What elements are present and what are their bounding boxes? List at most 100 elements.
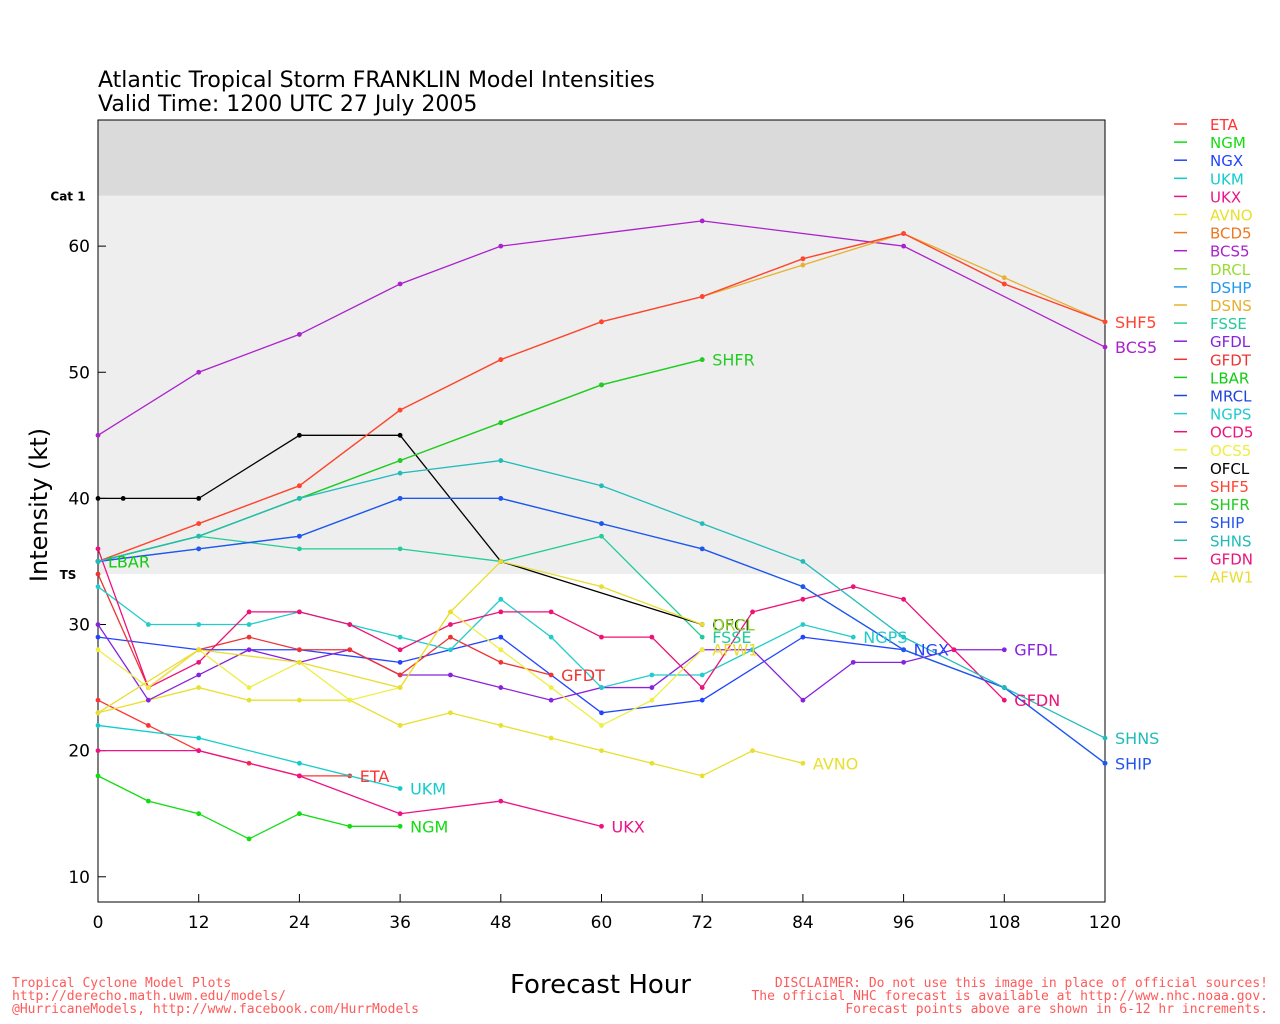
- data-point: [498, 596, 504, 602]
- legend-item: SHF5: [1174, 478, 1249, 496]
- data-point: [448, 647, 453, 653]
- data-point: [246, 836, 252, 842]
- data-point: [397, 281, 403, 287]
- data-point: [145, 798, 151, 804]
- data-point: [649, 685, 655, 690]
- series-ngm: [95, 773, 403, 842]
- data-point: [397, 786, 403, 791]
- data-point: [196, 521, 202, 527]
- data-point: [498, 420, 504, 426]
- x-tick-label: 24: [289, 913, 311, 933]
- data-point: [1001, 281, 1007, 287]
- x-tick-label: 108: [988, 913, 1020, 933]
- legend-label: GFDT: [1210, 351, 1252, 369]
- data-point: [448, 710, 453, 716]
- data-point: [498, 609, 504, 615]
- legend-item: AVNO: [1174, 207, 1253, 225]
- data-point: [95, 622, 101, 627]
- y-tick-label: 50: [68, 363, 90, 383]
- data-point: [951, 647, 957, 653]
- data-point: [498, 243, 504, 249]
- legend-item: ETA: [1174, 116, 1238, 134]
- data-point: [448, 634, 453, 640]
- data-point: [699, 685, 705, 690]
- data-point: [246, 647, 252, 653]
- series-label: ETA: [360, 767, 390, 786]
- series-ukx: [95, 748, 604, 829]
- data-point: [397, 672, 403, 678]
- legend-item: DRCL: [1174, 261, 1251, 279]
- legend-label: DSNS: [1210, 297, 1252, 315]
- series-label: UKM: [410, 779, 446, 798]
- legend-item: OFCL: [1174, 460, 1250, 478]
- data-point: [901, 659, 906, 665]
- data-point: [649, 672, 655, 678]
- legend-label: NGM: [1210, 134, 1246, 152]
- data-point: [750, 748, 755, 754]
- data-point: [397, 659, 403, 665]
- legend-label: BCD5: [1210, 225, 1252, 243]
- data-point: [95, 559, 101, 564]
- data-point: [196, 369, 202, 375]
- data-point: [498, 685, 504, 690]
- data-point: [297, 811, 302, 817]
- data-point: [397, 823, 403, 829]
- legend-label: FSSE: [1210, 315, 1247, 333]
- data-point: [246, 697, 252, 703]
- data-point: [1001, 685, 1007, 690]
- plot-frame: [97, 119, 1106, 903]
- data-point: [498, 559, 504, 564]
- data-point: [699, 773, 705, 779]
- legend-item: LBAR: [1174, 369, 1249, 387]
- data-point: [347, 697, 353, 703]
- data-point: [699, 357, 705, 363]
- series-end-labels: ETA UKM NGM UKX GFDT AVNO SHFR LBAR OFCLDRCLFSSE…: [108, 313, 1159, 837]
- series-ocd5: [95, 546, 1007, 703]
- series-label: FSSE: [712, 628, 751, 647]
- data-point: [397, 723, 403, 728]
- data-point: [145, 622, 151, 627]
- intensity-category-bands: TS Cat 1: [50, 120, 1105, 582]
- series-shns: [95, 458, 1108, 741]
- data-point: [95, 495, 101, 501]
- data-point: [498, 723, 504, 728]
- data-point: [699, 647, 705, 653]
- series-afw1: [95, 559, 705, 716]
- data-point: [599, 710, 604, 716]
- data-point: [498, 659, 504, 665]
- legend-item: GFDL: [1174, 333, 1251, 351]
- legend-label: DRCL: [1210, 261, 1251, 279]
- data-point: [145, 697, 151, 703]
- series-ukm: [95, 723, 403, 791]
- series-label: GFDT: [561, 666, 605, 685]
- legend-item: SHNS: [1174, 532, 1252, 550]
- data-point: [699, 294, 705, 299]
- data-point: [901, 634, 906, 640]
- data-point: [800, 262, 806, 268]
- series-line: [97, 724, 401, 790]
- data-point: [800, 596, 806, 602]
- y-tick-label: 10: [68, 868, 90, 888]
- legend-label: SHIP: [1210, 514, 1244, 532]
- data-point: [699, 546, 705, 552]
- legend-item: FSSE: [1174, 315, 1247, 333]
- data-point: [548, 609, 554, 615]
- data-point: [397, 811, 403, 817]
- data-point: [699, 622, 705, 627]
- data-point: [901, 243, 906, 249]
- series-label: SHIP: [1115, 754, 1152, 773]
- data-point: [246, 634, 252, 640]
- legend-label: OFCL: [1210, 460, 1250, 478]
- legend-label: AFW1: [1210, 569, 1253, 587]
- x-axis-label: Forecast Hour: [510, 970, 691, 1000]
- series-label: LBAR: [108, 552, 150, 571]
- series-line: [97, 560, 703, 714]
- data-point: [297, 483, 302, 489]
- data-point: [850, 634, 856, 640]
- data-point: [145, 685, 151, 690]
- data-point: [246, 622, 252, 627]
- data-point: [699, 634, 705, 640]
- series-label: AVNO: [813, 754, 858, 773]
- x-tick-label: 36: [389, 913, 411, 933]
- x-tick-label: 12: [188, 913, 210, 933]
